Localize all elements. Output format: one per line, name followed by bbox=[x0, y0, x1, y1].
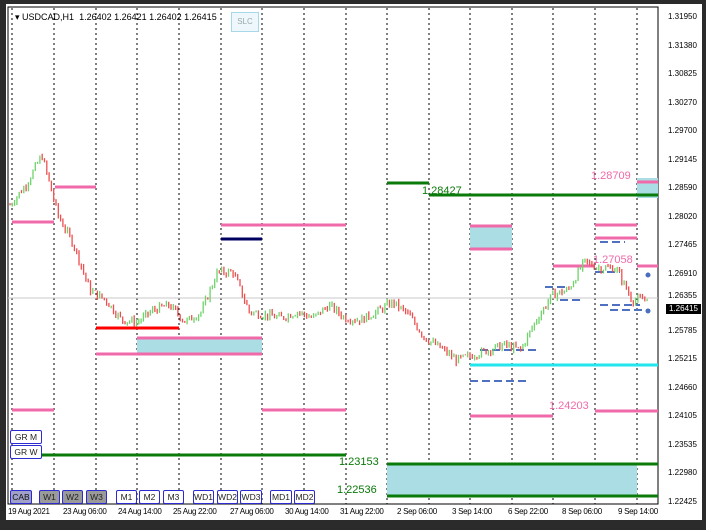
price-tick: 1.28590 bbox=[668, 183, 697, 193]
button-wd2[interactable]: WD2 bbox=[217, 490, 238, 504]
current-price-label: 1.26415 bbox=[666, 304, 701, 314]
level-label: 1.28427 bbox=[422, 185, 462, 197]
price-tick: 1.28020 bbox=[668, 211, 697, 221]
ohlc-quote: 1.26402 1.26421 1.26402 1.26415 bbox=[79, 12, 217, 22]
gr-m-button[interactable]: GR M bbox=[10, 430, 42, 444]
price-tick: 1.26355 bbox=[668, 291, 697, 301]
time-tick: 25 Aug 22:00 bbox=[173, 507, 217, 516]
button-w1[interactable]: W1 bbox=[39, 490, 60, 504]
price-tick: 1.25215 bbox=[668, 354, 697, 364]
price-tick: 1.26910 bbox=[668, 268, 697, 278]
level-label: 1.27058 bbox=[593, 254, 633, 266]
price-tick: 1.24105 bbox=[668, 411, 697, 421]
time-tick: 8 Sep 06:00 bbox=[562, 507, 602, 516]
zone-rectangle bbox=[387, 464, 637, 496]
gr-w-button[interactable]: GR W bbox=[10, 445, 42, 459]
button-m1[interactable]: M1 bbox=[116, 490, 137, 504]
time-tick: 24 Aug 14:00 bbox=[118, 507, 162, 516]
chart-border bbox=[7, 6, 659, 505]
time-tick: 9 Sep 14:00 bbox=[618, 507, 658, 516]
price-tick: 1.30825 bbox=[668, 69, 697, 79]
price-tick: 1.24660 bbox=[668, 382, 697, 392]
button-md2[interactable]: MD2 bbox=[294, 490, 315, 504]
zone-rectangle bbox=[137, 338, 262, 354]
zone-rectangle bbox=[470, 226, 512, 249]
time-tick: 2 Sep 06:00 bbox=[397, 507, 437, 516]
time-tick: 23 Aug 06:00 bbox=[63, 507, 107, 516]
button-m2[interactable]: M2 bbox=[139, 490, 160, 504]
price-tick: 1.25785 bbox=[668, 325, 697, 335]
button-md1[interactable]: MD1 bbox=[270, 490, 292, 504]
price-tick: 1.31950 bbox=[668, 12, 697, 21]
price-tick: 1.27465 bbox=[668, 240, 697, 250]
price-tick: 1.29145 bbox=[668, 154, 697, 164]
price-chart[interactable] bbox=[6, 4, 702, 520]
price-tick: 1.30270 bbox=[668, 97, 697, 107]
button-wd3[interactable]: WD3 bbox=[240, 490, 262, 504]
price-tick: 1.23535 bbox=[668, 439, 697, 449]
time-tick: 6 Sep 22:00 bbox=[508, 507, 548, 516]
button-cab[interactable]: CAB bbox=[10, 490, 32, 504]
price-tick: 1.22425 bbox=[668, 497, 697, 506]
time-tick: 3 Sep 14:00 bbox=[452, 507, 492, 516]
marker-dot bbox=[645, 272, 651, 278]
time-tick: 31 Aug 22:00 bbox=[340, 507, 384, 516]
level-label: 1.23153 bbox=[339, 456, 379, 468]
chart-window: ▾ USDCAD,H1 1.26402 1.26421 1.26402 1.26… bbox=[6, 4, 702, 520]
symbol-label: USDCAD,H1 bbox=[22, 12, 75, 22]
time-tick: 30 Aug 14:00 bbox=[285, 507, 329, 516]
price-tick: 1.31380 bbox=[668, 40, 697, 50]
button-wd1[interactable]: WD1 bbox=[193, 490, 214, 504]
level-label: 1.24203 bbox=[549, 400, 589, 412]
price-tick: 1.29700 bbox=[668, 126, 697, 136]
slc-button[interactable]: SLC bbox=[231, 12, 259, 32]
level-label: 1.22536 bbox=[337, 484, 377, 496]
time-tick: 27 Aug 06:00 bbox=[230, 507, 274, 516]
chart-header: ▾ USDCAD,H1 1.26402 1.26421 1.26402 1.26… bbox=[15, 12, 217, 22]
time-tick: 19 Aug 2021 bbox=[8, 507, 50, 516]
button-w2[interactable]: W2 bbox=[62, 490, 83, 504]
button-w3[interactable]: W3 bbox=[86, 490, 107, 504]
level-label: 1.28709 bbox=[591, 170, 631, 182]
marker-dot bbox=[645, 308, 651, 314]
price-tick: 1.22980 bbox=[668, 468, 697, 478]
button-m3[interactable]: M3 bbox=[163, 490, 184, 504]
